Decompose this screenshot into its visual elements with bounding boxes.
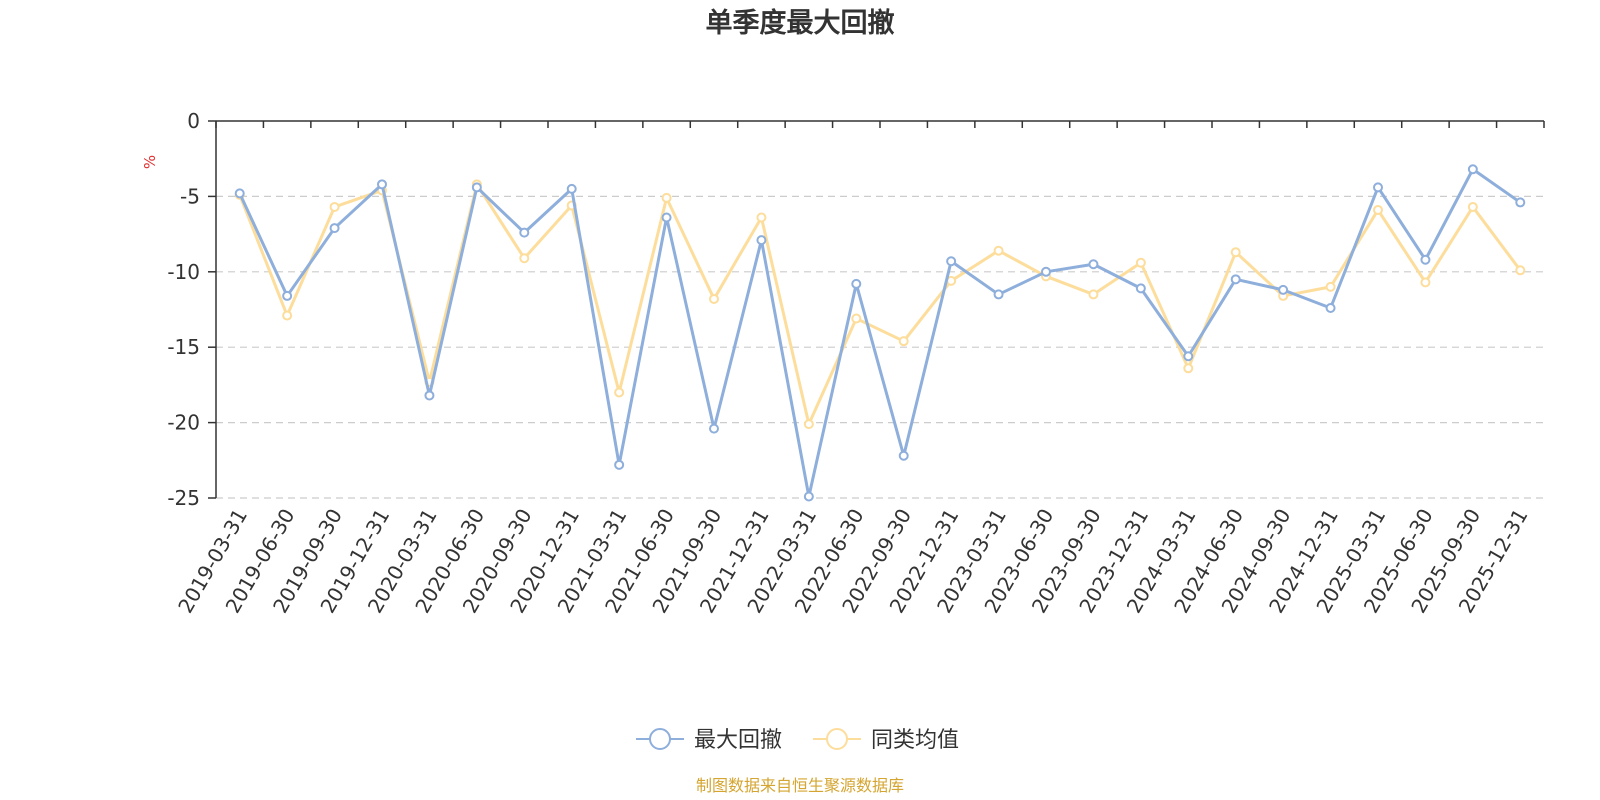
y-tick-label: -10 <box>167 260 200 284</box>
data-point <box>1515 265 1526 276</box>
legend-item-max-drawdown[interactable]: 最大回撤 <box>636 728 782 753</box>
series-line <box>238 167 1522 498</box>
data-point <box>377 179 387 190</box>
data-point <box>1325 281 1336 292</box>
data-point <box>709 423 719 434</box>
y-tick-label: -25 <box>167 486 200 510</box>
y-tick-label: -20 <box>167 411 200 435</box>
data-point <box>851 278 862 289</box>
data-point <box>329 223 340 234</box>
data-point <box>898 336 909 347</box>
data-point <box>661 212 672 223</box>
data-point <box>234 188 245 199</box>
data-point <box>993 289 1004 300</box>
data-point <box>282 310 293 321</box>
data-point <box>661 192 672 203</box>
legend: 最大回撤 同类均值 <box>636 728 959 753</box>
data-point <box>1467 201 1478 212</box>
y-axis-unit: % <box>141 155 159 169</box>
data-point <box>1515 197 1526 208</box>
data-point <box>1135 257 1146 268</box>
x-tick-labels: 2019-03-312019-06-302019-09-302019-12-31… <box>173 504 1532 617</box>
y-tick-label: -15 <box>167 335 200 359</box>
chart-title: 单季度最大回撤 <box>706 7 895 39</box>
data-point <box>1420 277 1431 288</box>
data-point <box>1183 351 1194 362</box>
legend-circle-icon <box>649 728 671 750</box>
data-point <box>1183 363 1194 374</box>
data-point <box>756 212 767 223</box>
y-tick-labels: 0 -5 -10 -15 -20 -25 <box>167 109 200 510</box>
legend-label: 同类均值 <box>871 728 959 753</box>
data-point <box>756 235 767 246</box>
data-point <box>709 293 719 304</box>
data-point <box>519 227 530 238</box>
data-point <box>993 245 1004 256</box>
data-point <box>1041 266 1051 277</box>
data-point <box>471 182 482 193</box>
data-point <box>1230 247 1241 258</box>
data-point <box>1135 283 1146 294</box>
data-point <box>1088 289 1099 300</box>
series <box>234 164 1526 502</box>
data-source-note: 制图数据来自恒生聚源数据库 <box>696 776 904 795</box>
grid-lines <box>216 195 1544 499</box>
data-point <box>1230 274 1241 285</box>
data-point <box>898 450 909 461</box>
series-line <box>238 182 1522 426</box>
legend-circle-icon <box>826 728 848 750</box>
legend-item-peer-average[interactable]: 同类均值 <box>813 728 959 753</box>
data-point <box>424 390 435 401</box>
data-point <box>1420 254 1431 265</box>
data-point <box>614 459 625 470</box>
legend-label: 最大回撤 <box>694 728 782 753</box>
y-tick-label: 0 <box>187 109 200 133</box>
data-point <box>946 256 957 267</box>
data-point <box>614 387 625 398</box>
data-point <box>519 253 530 264</box>
data-point <box>1278 284 1289 295</box>
data-point <box>1088 259 1099 270</box>
axes <box>208 120 1545 499</box>
y-tick-label: -5 <box>180 184 200 208</box>
data-point <box>1325 302 1336 313</box>
data-point <box>329 201 340 212</box>
data-point <box>803 491 814 502</box>
data-point <box>851 313 862 324</box>
series-max-drawdown <box>234 164 1526 502</box>
data-point <box>282 290 293 301</box>
data-point <box>1467 164 1478 175</box>
data-point <box>803 419 814 430</box>
data-point <box>1373 182 1383 193</box>
data-point <box>1373 204 1383 215</box>
data-point <box>566 183 577 194</box>
